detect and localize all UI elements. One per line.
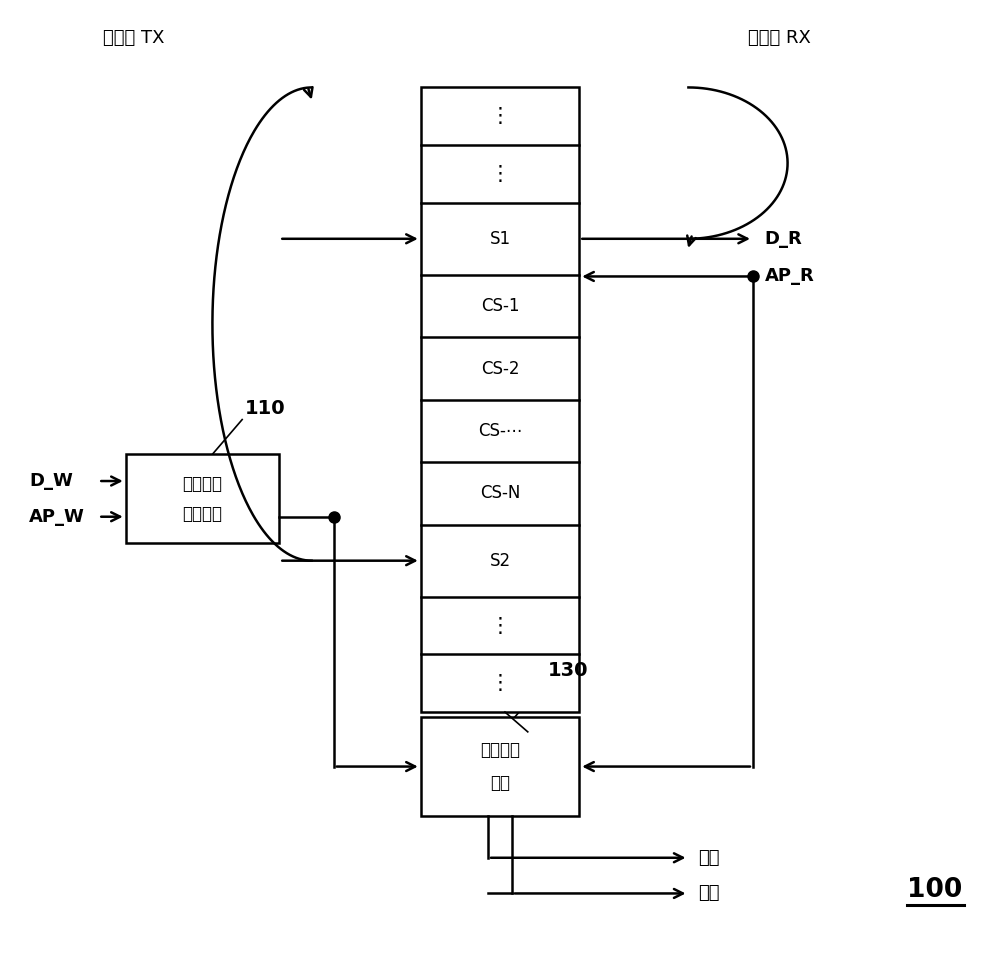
Text: 110: 110 — [245, 398, 286, 418]
Text: ⋮: ⋮ — [490, 673, 510, 693]
Text: 接收侧 RX: 接收侧 RX — [748, 29, 811, 47]
Text: D_R: D_R — [765, 230, 803, 248]
Text: ⋮: ⋮ — [490, 107, 510, 126]
Text: 溢位: 溢位 — [698, 885, 720, 902]
Text: CS-1: CS-1 — [481, 297, 519, 315]
Text: AP_R: AP_R — [765, 267, 815, 286]
Bar — [126, 454, 279, 544]
Text: CS-N: CS-N — [480, 484, 520, 502]
Text: 120: 120 — [530, 739, 570, 759]
Text: S2: S2 — [489, 551, 511, 570]
Text: 状态检查: 状态检查 — [480, 740, 520, 759]
Text: CS-⋯: CS-⋯ — [478, 422, 522, 440]
Text: ⋮: ⋮ — [490, 164, 510, 184]
Text: 单元: 单元 — [490, 774, 510, 793]
Text: 欠位: 欠位 — [698, 849, 720, 866]
Text: 130: 130 — [548, 661, 588, 680]
Bar — [421, 87, 579, 712]
Text: 100: 100 — [907, 877, 962, 903]
Text: ⋮: ⋮ — [490, 615, 510, 636]
Text: S1: S1 — [489, 230, 511, 248]
Text: 传输侧 TX: 传输侧 TX — [103, 29, 165, 47]
Text: 辅助数据: 辅助数据 — [183, 475, 223, 493]
Text: D_W: D_W — [29, 472, 73, 490]
Text: AP_W: AP_W — [29, 508, 85, 526]
Text: CS-2: CS-2 — [481, 359, 519, 378]
Bar — [421, 717, 579, 816]
Text: 调整单元: 调整单元 — [183, 505, 223, 522]
